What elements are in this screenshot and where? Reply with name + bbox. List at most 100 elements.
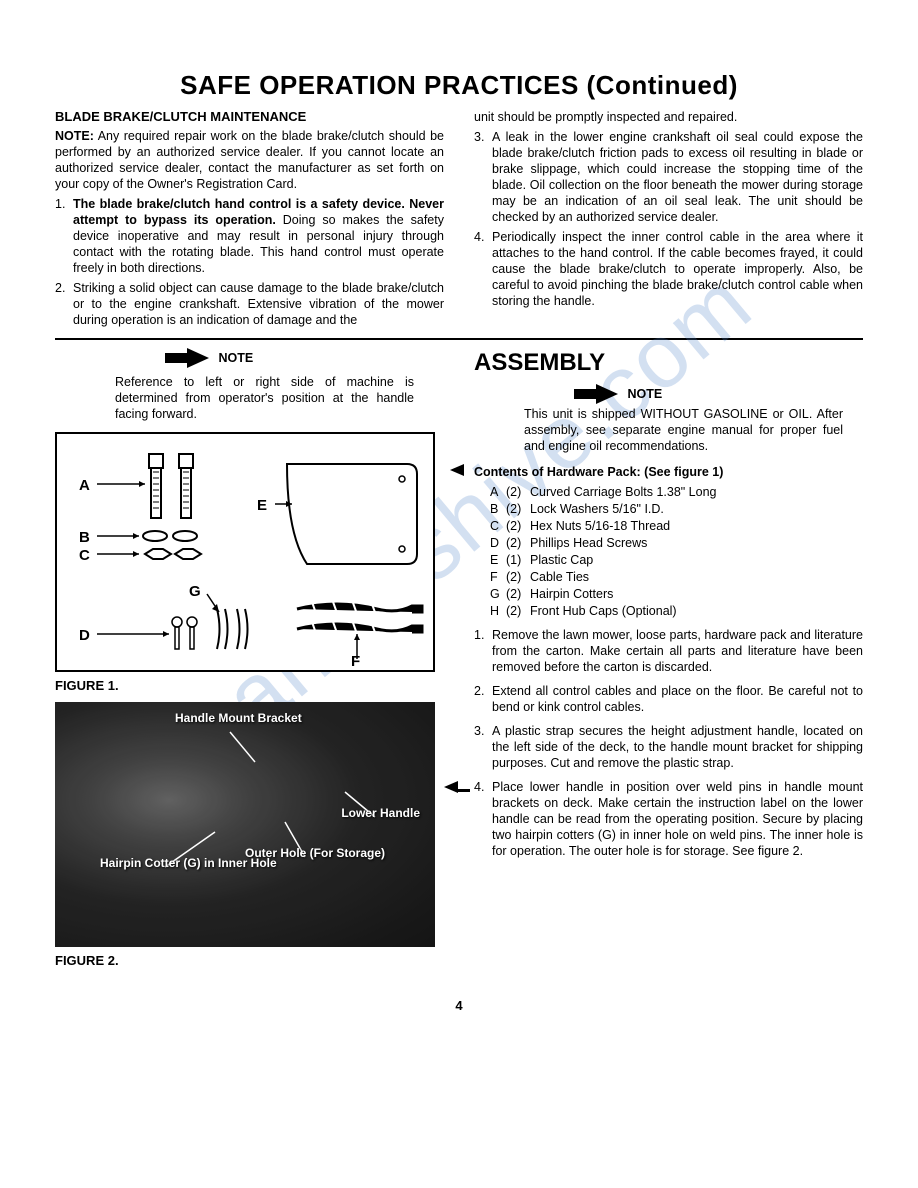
- fig1-label-f: F: [351, 652, 360, 671]
- assembly-steps: 1. Remove the lawn mower, loose parts, h…: [474, 627, 863, 859]
- right-column: unit should be promptly inspected and re…: [474, 109, 863, 332]
- fig1-label-c: C: [79, 546, 90, 565]
- hw-desc: Cable Ties: [530, 570, 589, 584]
- hardware-item: H(2)Front Hub Caps (Optional): [490, 603, 863, 619]
- assembly-step-1: 1. Remove the lawn mower, loose parts, h…: [492, 627, 863, 675]
- arrow-right-icon: [187, 348, 209, 368]
- hw-letter: A: [490, 484, 506, 500]
- hardware-item: A(2)Curved Carriage Bolts 1.38" Long: [490, 484, 863, 500]
- arrow-right-icon: [596, 384, 618, 404]
- hw-qty: (2): [506, 484, 530, 500]
- maintenance-item-2: 2. Striking a solid object can cause dam…: [73, 280, 444, 328]
- ref-note-label: NOTE: [218, 350, 253, 366]
- figure-1-box: A B C D E F G: [55, 432, 435, 672]
- maintenance-item-1: 1. The blade brake/clutch hand control i…: [73, 196, 444, 276]
- section-divider: [55, 338, 863, 340]
- step-number: 1.: [474, 627, 484, 643]
- hw-qty: (2): [506, 569, 530, 585]
- step-number: 4.: [474, 779, 484, 795]
- hw-qty: (2): [506, 535, 530, 551]
- maintenance-heading: BLADE BRAKE/CLUTCH MAINTENANCE: [55, 109, 444, 126]
- step-text: A plastic strap secures the height adjus…: [492, 724, 863, 770]
- hardware-item: E(1)Plastic Cap: [490, 552, 863, 568]
- note-text: Any required repair work on the blade br…: [55, 129, 444, 191]
- arrow-stem-icon: [574, 389, 596, 399]
- hardware-list: A(2)Curved Carriage Bolts 1.38" Long B(2…: [474, 484, 863, 619]
- maintenance-list-cont: 3. A leak in the lower engine crankshaft…: [474, 129, 863, 309]
- item-number: 1.: [55, 196, 65, 212]
- fig2-label-hairpin: Hairpin Cotter (G) in Inner Hole: [100, 857, 277, 870]
- assembly-step-3: 3. A plastic strap secures the height ad…: [492, 723, 863, 771]
- hw-desc: Hairpin Cotters: [530, 587, 613, 601]
- assembly-title: ASSEMBLY: [474, 348, 863, 379]
- top-columns: BLADE BRAKE/CLUTCH MAINTENANCE NOTE: Any…: [55, 109, 863, 332]
- hw-desc: Curved Carriage Bolts 1.38" Long: [530, 485, 717, 499]
- hw-qty: (2): [506, 603, 530, 619]
- fig1-label-d: D: [79, 626, 90, 645]
- page-number: 4: [55, 998, 863, 1013]
- hw-letter: C: [490, 518, 506, 534]
- item-number: 3.: [474, 129, 484, 145]
- hw-letter: F: [490, 569, 506, 585]
- maintenance-item-3: 3. A leak in the lower engine crankshaft…: [492, 129, 863, 225]
- figure-1-svg: [57, 434, 433, 670]
- hardware-item: G(2)Hairpin Cotters: [490, 586, 863, 602]
- assembly-note-arrow: NOTE: [474, 384, 863, 404]
- figure-2-svg: [55, 702, 435, 947]
- arrow-stem-icon: [165, 353, 187, 363]
- maintenance-list: 1. The blade brake/clutch hand control i…: [55, 196, 444, 328]
- reference-note: Reference to left or right side of machi…: [55, 374, 444, 422]
- page-title: SAFE OPERATION PRACTICES (Continued): [55, 70, 863, 101]
- hw-letter: E: [490, 552, 506, 568]
- item-text: Periodically inspect the inner control c…: [492, 230, 863, 308]
- figure-2-photo: Handle Mount Bracket Lower Handle Outer …: [55, 702, 435, 947]
- right-bottom-column: ASSEMBLY NOTE This unit is shipped WITHO…: [474, 348, 863, 978]
- bottom-columns: NOTE Reference to left or right side of …: [55, 348, 863, 978]
- note-paragraph: NOTE: Any required repair work on the bl…: [55, 128, 444, 192]
- hw-letter: H: [490, 603, 506, 619]
- hw-qty: (2): [506, 501, 530, 517]
- assembly-note-label: NOTE: [627, 386, 662, 402]
- note-arrow-row: NOTE: [55, 348, 444, 368]
- item-number: 4.: [474, 229, 484, 245]
- hw-letter: B: [490, 501, 506, 517]
- continuation-text: unit should be promptly inspected and re…: [474, 109, 863, 125]
- hw-qty: (2): [506, 586, 530, 602]
- fig1-label-b: B: [79, 528, 90, 547]
- item-number: 2.: [55, 280, 65, 296]
- hardware-heading: Contents of Hardware Pack: (See figure 1…: [474, 464, 863, 480]
- step-text: Remove the lawn mower, loose parts, hard…: [492, 628, 863, 674]
- hw-letter: D: [490, 535, 506, 551]
- fig1-label-a: A: [79, 476, 90, 495]
- figure-2-caption: FIGURE 2.: [55, 953, 444, 970]
- assembly-step-2: 2. Extend all control cables and place o…: [492, 683, 863, 715]
- hw-qty: (1): [506, 552, 530, 568]
- assembly-note-text: This unit is shipped WITHOUT GASOLINE or…: [474, 406, 863, 454]
- assembly-step-4: 4. Place lower handle in position over w…: [492, 779, 863, 859]
- hw-desc: Phillips Head Screws: [530, 536, 647, 550]
- step-text: Place lower handle in position over weld…: [492, 780, 863, 858]
- item-text: A leak in the lower engine crankshaft oi…: [492, 130, 863, 224]
- step-number: 3.: [474, 723, 484, 739]
- hw-desc: Plastic Cap: [530, 553, 593, 567]
- fig1-label-e: E: [257, 496, 267, 515]
- fig2-label-handle-mount: Handle Mount Bracket: [175, 712, 302, 725]
- left-column: BLADE BRAKE/CLUTCH MAINTENANCE NOTE: Any…: [55, 109, 444, 332]
- hw-desc: Front Hub Caps (Optional): [530, 604, 677, 618]
- step-text: Extend all control cables and place on t…: [492, 684, 863, 714]
- fig2-label-lower-handle: Lower Handle: [341, 807, 420, 820]
- step-number: 2.: [474, 683, 484, 699]
- figure-1-caption: FIGURE 1.: [55, 678, 444, 695]
- maintenance-item-4: 4. Periodically inspect the inner contro…: [492, 229, 863, 309]
- hw-letter: G: [490, 586, 506, 602]
- hardware-item: C(2)Hex Nuts 5/16-18 Thread: [490, 518, 863, 534]
- hardware-item: B(2)Lock Washers 5/16" I.D.: [490, 501, 863, 517]
- hw-desc: Hex Nuts 5/16-18 Thread: [530, 519, 670, 533]
- hardware-arrow-icon: [450, 464, 464, 480]
- hardware-item: F(2)Cable Ties: [490, 569, 863, 585]
- item-rest: Striking a solid object can cause damage…: [73, 281, 444, 327]
- hw-qty: (2): [506, 518, 530, 534]
- note-label: NOTE:: [55, 129, 94, 143]
- hw-desc: Lock Washers 5/16" I.D.: [530, 502, 664, 516]
- fig1-label-g: G: [189, 582, 201, 601]
